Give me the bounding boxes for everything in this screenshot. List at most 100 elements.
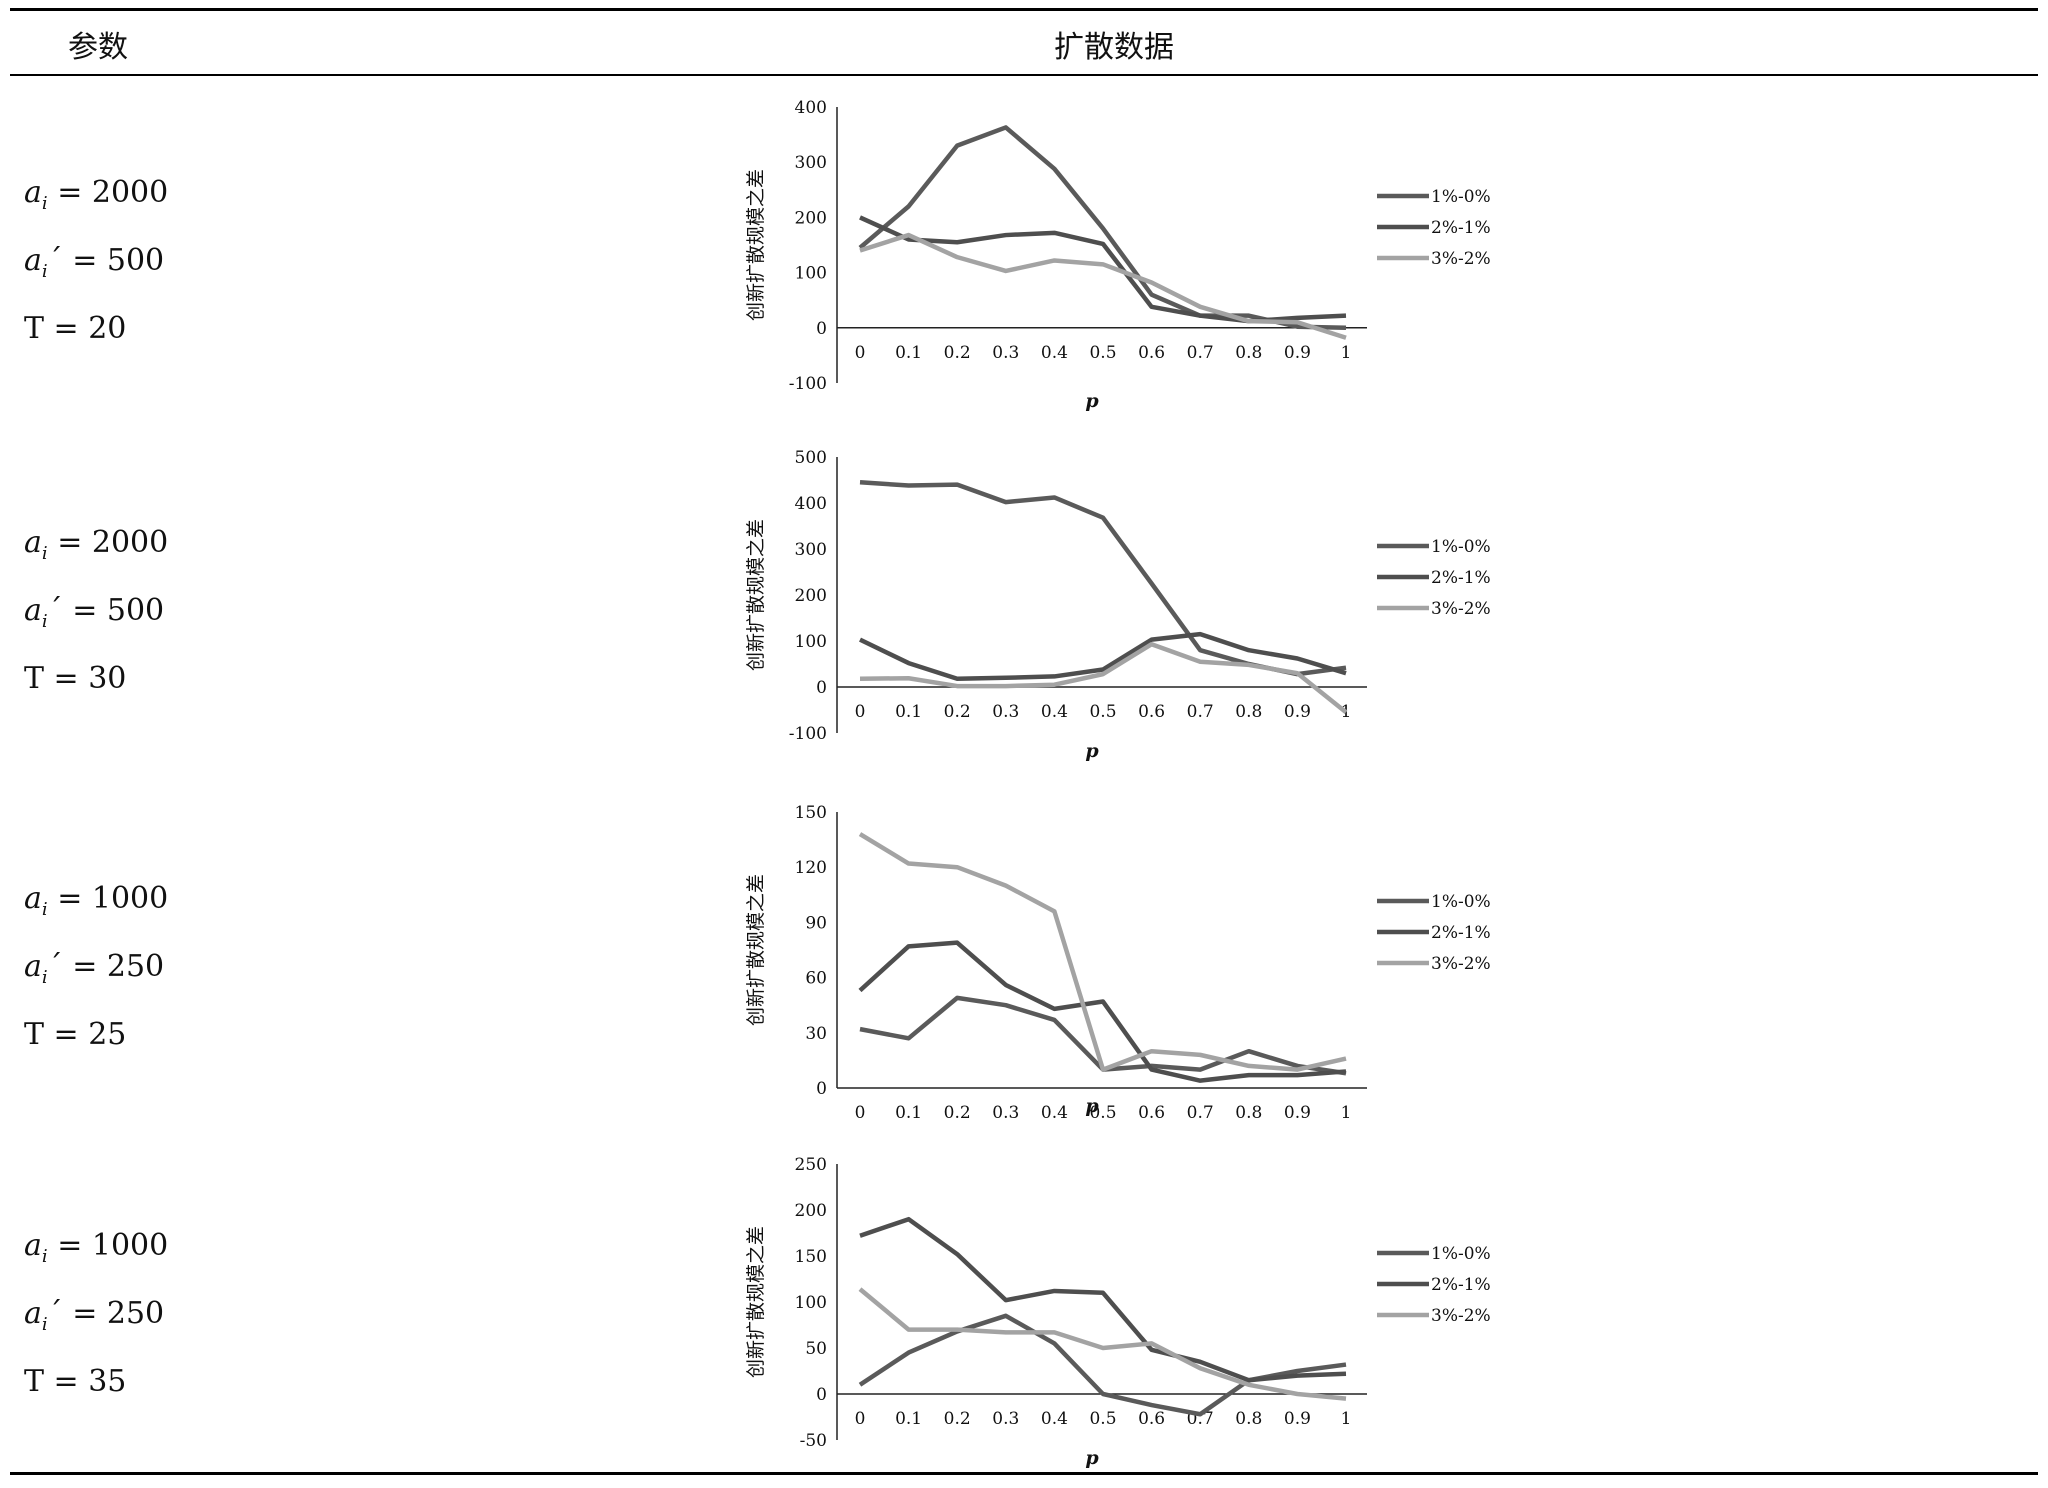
y-tick-label: 100 — [795, 632, 827, 652]
legend-label-3: 3%-2% — [1431, 249, 1491, 269]
legend-label-2: 2%-1% — [1431, 218, 1491, 238]
x-tick-label: 0.1 — [895, 702, 922, 722]
series-line-3 — [859, 641, 1348, 715]
x-tick-label: 0.5 — [1089, 1409, 1116, 1429]
y-tick-label: 30 — [805, 1024, 827, 1044]
x-tick-label: 0.1 — [895, 1103, 922, 1123]
y-tick-label: 0 — [816, 678, 827, 698]
y-tick-label: 400 — [795, 98, 827, 118]
y-axis-label: 创新扩散规模之差 — [745, 874, 767, 1026]
x-tick-label: 0.8 — [1235, 1103, 1262, 1123]
y-tick-label: 300 — [795, 540, 827, 560]
x-tick-label: 0.7 — [1187, 1103, 1214, 1123]
y-tick-label: 200 — [795, 208, 827, 228]
x-tick-label: 0.9 — [1284, 702, 1311, 722]
param-T: T = 35 — [24, 1364, 127, 1399]
chart-2: -100 0 100 200 300 400 500 0 0.1 0.2 0.3 0.4 0.5 0.6 0… — [745, 448, 1491, 762]
y-tick-label: -100 — [789, 374, 827, 394]
y-tick-label: 200 — [795, 586, 827, 606]
param-ai: ai = 2000 — [24, 175, 169, 214]
x-tick-label: 0.5 — [1089, 702, 1116, 722]
x-tick-label: 0.4 — [1041, 702, 1068, 722]
legend-label-1: 1%-0% — [1431, 537, 1491, 557]
x-tick-label: 0.8 — [1235, 702, 1262, 722]
y-tick-label: 500 — [795, 448, 827, 468]
y-axis-label: 创新扩散规模之差 — [745, 169, 767, 321]
x-tick-label: 1 — [1341, 1103, 1352, 1123]
x-tick-label: 1 — [1341, 343, 1352, 363]
x-tick-label: 0 — [855, 1409, 866, 1429]
x-tick-label: 0.8 — [1235, 343, 1262, 363]
y-tick-label: 60 — [805, 969, 827, 989]
x-tick-label: 0.1 — [895, 1409, 922, 1429]
x-tick-label: 0.3 — [992, 1103, 1019, 1123]
x-tick-label: 0.7 — [1187, 702, 1214, 722]
legend-label-2: 2%-1% — [1431, 568, 1491, 588]
param-ai: ai = 1000 — [24, 881, 169, 920]
y-tick-label: 0 — [816, 1079, 827, 1099]
x-tick-label: 0.5 — [1089, 1103, 1116, 1123]
x-tick-label: 0.2 — [944, 343, 971, 363]
param-ai: ai = 1000 — [24, 1228, 169, 1267]
x-tick-label: 1 — [1341, 1409, 1352, 1429]
series-line-3 — [858, 832, 1347, 1072]
x-tick-label: 0.2 — [944, 1103, 971, 1123]
legend-label-1: 1%-0% — [1431, 892, 1491, 912]
table-top-rule — [10, 8, 2038, 11]
x-tick-label: 0.3 — [992, 1409, 1019, 1429]
param-block-1: ai = 2000 ai´ = 500 T = 20 — [24, 164, 168, 357]
series-line-2 — [859, 1216, 1347, 1383]
chart-1: -100 0 100 200 300 400 0 0.1 0.2 0.3 0.4 0.5 0.6 0.7 0… — [745, 98, 1491, 412]
x-tick-label: 0.6 — [1138, 343, 1165, 363]
param-block-2: ai = 2000 ai´ = 500 T = 30 — [24, 514, 168, 707]
x-axis-label: p — [1085, 740, 1099, 762]
x-tick-label: 0.5 — [1089, 343, 1116, 363]
x-tick-label: 0.6 — [1138, 1409, 1165, 1429]
series-line-2 — [858, 940, 1347, 1083]
legend-label-2: 2%-1% — [1431, 923, 1491, 943]
y-axis-label: 创新扩散规模之差 — [745, 1226, 767, 1378]
series-line-1 — [859, 480, 1347, 677]
x-tick-label: 0.9 — [1284, 343, 1311, 363]
x-tick-label: 0 — [855, 702, 866, 722]
x-tick-label: 0.9 — [1284, 1103, 1311, 1123]
param-ai-prime: ai´ = 500 — [24, 243, 165, 282]
legend-label-3: 3%-2% — [1431, 954, 1491, 974]
x-tick-label: 0 — [855, 343, 866, 363]
param-ai: ai = 2000 — [24, 525, 169, 564]
y-tick-label: 0 — [816, 1385, 827, 1405]
series-line-2 — [859, 215, 1347, 324]
series-line-3 — [858, 1287, 1347, 1401]
y-tick-label: 100 — [795, 1293, 827, 1313]
series-line-3 — [859, 232, 1347, 340]
y-tick-label: 50 — [805, 1339, 827, 1359]
param-T: T = 30 — [24, 661, 127, 696]
y-tick-label: 300 — [795, 153, 827, 173]
x-tick-label: 0.9 — [1284, 1409, 1311, 1429]
x-tick-label: 0.2 — [944, 1409, 971, 1429]
table-bottom-rule — [10, 1472, 2038, 1475]
y-tick-label: -100 — [789, 724, 827, 744]
y-tick-label: 200 — [795, 1201, 827, 1221]
x-tick-label: 0.2 — [944, 702, 971, 722]
x-tick-label: 0.3 — [992, 343, 1019, 363]
param-block-3: ai = 1000 ai´ = 250 T = 25 — [24, 870, 168, 1063]
x-tick-label: 0.4 — [1041, 343, 1068, 363]
param-column-header: 参数 — [68, 30, 128, 65]
param-T: T = 20 — [24, 311, 127, 346]
legend-label-3: 3%-2% — [1431, 1306, 1491, 1326]
legend-label-1: 1%-0% — [1431, 187, 1491, 207]
legend-label-1: 1%-0% — [1431, 1244, 1491, 1264]
series-line-2 — [859, 631, 1347, 681]
x-axis-label: p — [1085, 1095, 1099, 1117]
param-ai-prime: ai´ = 500 — [24, 593, 165, 632]
series-line-1 — [858, 125, 1347, 331]
legend-label-2: 2%-1% — [1431, 1275, 1491, 1295]
y-tick-label: -50 — [800, 1431, 827, 1451]
x-axis-label: p — [1085, 390, 1099, 412]
x-tick-label: 0.1 — [895, 343, 922, 363]
y-tick-label: 250 — [795, 1155, 827, 1175]
y-tick-label: 400 — [795, 494, 827, 514]
x-tick-label: 0.7 — [1187, 343, 1214, 363]
data-column-header: 扩散数据 — [1054, 30, 1174, 65]
